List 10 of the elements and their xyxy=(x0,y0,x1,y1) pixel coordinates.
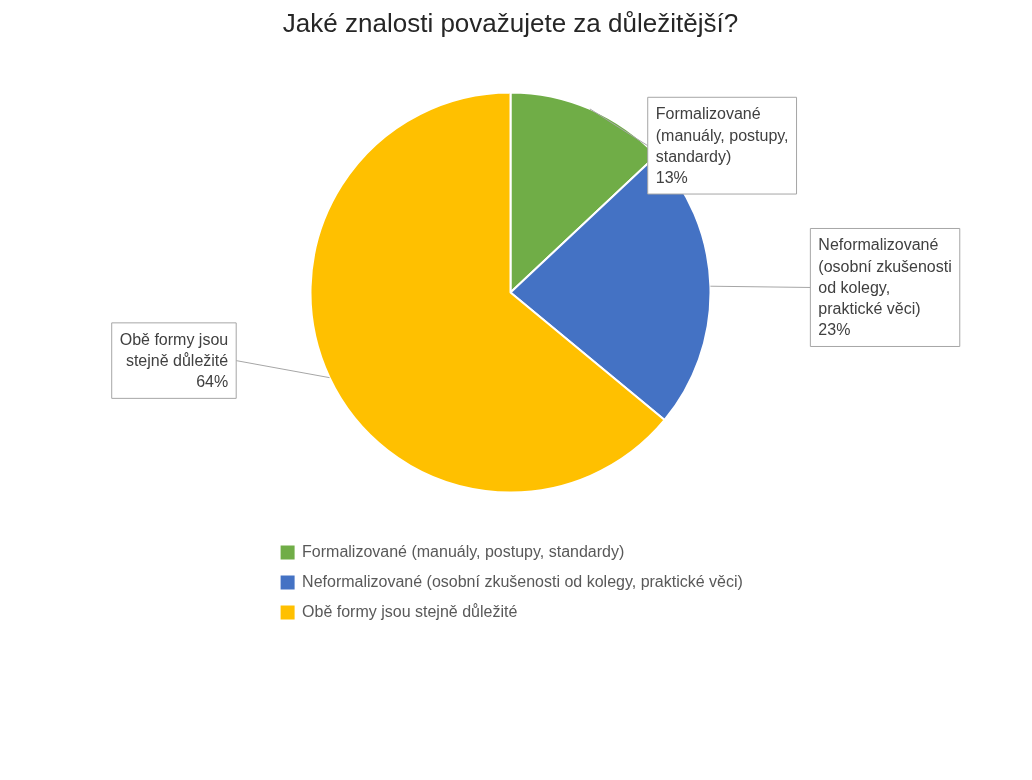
chart-title: Jaké znalosti považujete za důležitější? xyxy=(282,7,739,38)
data-label: 64% xyxy=(196,373,229,391)
slice-label: Neformalizované (osobní zkušenosti od kolegy, praktické věci) xyxy=(818,236,952,318)
legend-label: Obě formy jsou stejně důležité xyxy=(302,603,518,621)
data-label: 13% xyxy=(655,169,688,187)
slice-label: Formalizované (manuály, postupy, standardy) xyxy=(655,105,789,165)
slice-label: Obě formy jsou stejně důležité xyxy=(119,330,229,370)
legend-label: Neformalizované (osobní zkušenosti od kolegy, praktické věci) xyxy=(302,573,743,591)
legend-label: Formalizované (manuály, postupy, standardy) xyxy=(302,543,625,561)
data-label: 23% xyxy=(818,321,851,339)
